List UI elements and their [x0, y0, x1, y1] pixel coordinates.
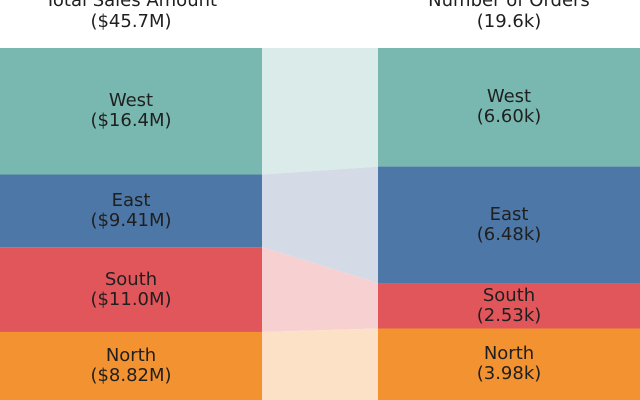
orders-label-value-north: (3.98k): [476, 363, 542, 385]
orders-label-value-west: (6.60k): [476, 106, 542, 128]
sales-label-value-north: ($8.82M): [90, 364, 172, 386]
orders-label-name-east: East: [489, 203, 529, 225]
sales-segment-south[interactable]: [0, 247, 262, 332]
sales-column-header: Total Sales Amount ($45.7M): [0, 0, 262, 32]
sales-label-south: South ($11.0M): [0, 268, 262, 310]
orders-segment-west[interactable]: [378, 48, 640, 167]
sales-label-value-west: ($16.4M): [90, 110, 172, 132]
sales-segment-west[interactable]: [0, 48, 262, 175]
flow-link-north: [262, 328, 378, 400]
sales-column-total: ($45.7M): [90, 11, 172, 32]
orders-column-title: Number of Orders: [428, 0, 590, 11]
sales-label-name-west: West: [108, 90, 154, 112]
orders-label-west: West (6.60k): [378, 87, 640, 127]
flow-link-east: [262, 166, 378, 284]
sales-label-name-north: North: [105, 344, 157, 366]
sales-segment-east[interactable]: [0, 174, 262, 248]
orders-label-south: South (2.53k): [378, 284, 640, 326]
sales-label-value-east: ($9.41M): [90, 209, 172, 231]
orders-segment-south[interactable]: [378, 283, 640, 329]
flow-link-west: [262, 48, 378, 175]
orders-label-value-east: (6.48k): [476, 223, 542, 245]
orders-column-total: (19.6k): [476, 11, 542, 32]
sales-label-name-east: East: [111, 189, 151, 211]
sales-label-north: North ($8.82M): [0, 344, 262, 386]
sales-label-name-south: South: [104, 268, 158, 290]
sales-label-east: East ($9.41M): [0, 189, 262, 231]
orders-label-value-south: (2.53k): [476, 304, 542, 326]
orders-column-header: Number of Orders (19.6k): [378, 0, 640, 32]
sales-label-west: West ($16.4M): [0, 91, 262, 131]
flow-link-south: [262, 247, 378, 332]
orders-label-name-west: West: [486, 86, 532, 108]
sales-label-value-south: ($11.0M): [90, 288, 172, 310]
sales-column-title: Total Sales Amount: [44, 0, 218, 11]
orders-label-name-south: South: [482, 284, 536, 306]
orders-label-north: North (3.98k): [378, 344, 640, 384]
orders-segment-east[interactable]: [378, 166, 640, 284]
orders-label-name-north: North: [483, 343, 535, 365]
orders-segment-north[interactable]: [378, 328, 640, 400]
sales-segment-north[interactable]: [0, 331, 262, 400]
orders-label-east: East (6.48k): [378, 203, 640, 245]
